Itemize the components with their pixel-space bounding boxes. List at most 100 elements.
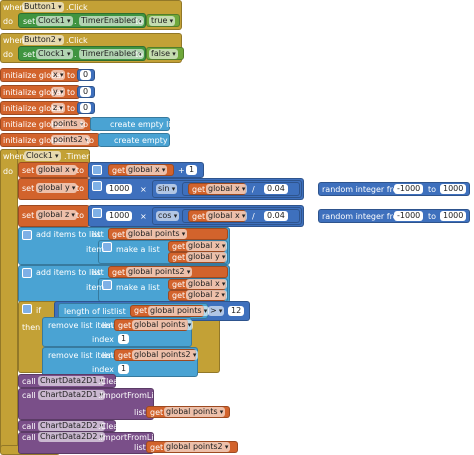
- block-label: call: [22, 377, 36, 386]
- block-label: list: [114, 307, 126, 316]
- block-label: .Click: [66, 36, 88, 45]
- block-label: call: [22, 422, 36, 431]
- block-label: get: [112, 268, 126, 277]
- number-field: 12: [228, 306, 245, 316]
- block-label: call: [22, 433, 36, 442]
- number-field: 0: [80, 70, 92, 80]
- block-label: when: [3, 152, 25, 161]
- block-label: index: [92, 365, 114, 374]
- dropdown-field: TimerEnabled: [79, 16, 144, 26]
- block-label: list: [102, 351, 114, 360]
- block-label: get: [150, 408, 164, 417]
- block-label: to: [135, 50, 144, 59]
- dropdown-field: global points: [126, 229, 188, 239]
- block-label: to: [428, 185, 437, 194]
- block-label: to: [67, 71, 76, 80]
- dropdown-field: global points2: [126, 267, 193, 277]
- dropdown-field: ChartData2D1: [38, 376, 106, 386]
- number-field: 1: [118, 334, 130, 344]
- block-label: create empty list: [110, 120, 178, 129]
- dropdown-field: true: [149, 16, 176, 26]
- block-label: index: [92, 335, 114, 344]
- block-label: when: [3, 36, 25, 45]
- number-field: 0.04: [264, 184, 288, 194]
- block-label: do: [3, 167, 13, 176]
- block-label: .Clear: [98, 377, 122, 386]
- block-label: .ImportFromList: [98, 433, 161, 442]
- block-label: get: [112, 230, 126, 239]
- block-label: do: [3, 50, 13, 59]
- block-label: length of list: [64, 307, 115, 316]
- number-field: 1: [118, 364, 130, 374]
- block-label: to: [76, 184, 85, 193]
- dropdown-field: Clock1: [36, 16, 73, 26]
- block-label: list: [102, 321, 114, 330]
- block-label: to: [86, 136, 95, 145]
- list-block: [90, 117, 170, 131]
- dropdown-field: global y: [186, 252, 228, 262]
- block-label: list: [92, 230, 104, 239]
- dropdown-field: Clock1: [24, 151, 61, 161]
- dropdown-field: sin: [156, 184, 178, 194]
- number-field: 0: [80, 87, 92, 97]
- block-label: .Timer: [64, 152, 90, 161]
- block-label: to: [67, 88, 76, 97]
- block-label: then: [22, 323, 41, 332]
- block-label: item: [86, 245, 105, 254]
- dropdown-field: global x: [206, 211, 248, 221]
- block-label: initialize global: [3, 136, 64, 145]
- block-label: to: [76, 166, 85, 175]
- number-field: 1000: [106, 211, 133, 221]
- block-label: get: [172, 253, 186, 262]
- block-label: .: [74, 17, 77, 26]
- dropdown-field: Button2: [22, 35, 64, 45]
- block-label: list: [134, 443, 146, 452]
- block-label: get: [118, 321, 132, 330]
- block-label: set: [22, 166, 35, 175]
- dropdown-field: false: [149, 49, 178, 59]
- dropdown-field: global points: [148, 306, 210, 316]
- block-label: add items to list: [36, 268, 101, 277]
- block-label: get: [172, 280, 186, 289]
- dropdown-field: global points2: [132, 350, 199, 360]
- block-label: get: [112, 166, 126, 175]
- mutator-icon: [22, 304, 32, 314]
- dropdown-field: x: [51, 70, 66, 80]
- mutator-icon: [92, 208, 102, 218]
- mutator-icon: [92, 165, 102, 175]
- list-block: [98, 133, 170, 147]
- dropdown-field: global x: [186, 279, 228, 289]
- dropdown-field: points2: [51, 135, 91, 145]
- block-label: to: [80, 120, 89, 129]
- block-label: .Click: [66, 3, 88, 12]
- dropdown-field: y: [51, 87, 66, 97]
- number-field: 1: [186, 165, 198, 175]
- block-label: if: [36, 306, 42, 315]
- mutator-icon: [92, 181, 102, 191]
- block-label: item: [86, 283, 105, 292]
- block-label: initialize global: [3, 71, 64, 80]
- block-label: set: [23, 50, 36, 59]
- block-label: remove list item: [48, 351, 114, 360]
- block-label: ×: [140, 185, 147, 194]
- dropdown-field: global x: [186, 241, 228, 251]
- block-label: to: [428, 212, 437, 221]
- mutator-icon: [22, 268, 32, 278]
- block-label: /: [252, 185, 255, 194]
- block-label: get: [134, 306, 148, 315]
- block-label: set: [22, 184, 35, 193]
- dropdown-field: global z: [186, 290, 227, 300]
- number-field: 0: [80, 103, 92, 113]
- block-label: to: [67, 104, 76, 113]
- mutator-icon: [22, 230, 32, 240]
- number-field: 1000: [440, 184, 467, 194]
- block-label: call: [22, 391, 36, 400]
- mutator-icon: [102, 280, 112, 290]
- block-label: list: [92, 268, 104, 277]
- dropdown-field: Clock1: [36, 49, 73, 59]
- block-label: make a list: [116, 283, 160, 292]
- dropdown-field: global y: [36, 183, 78, 193]
- dropdown-field: z: [51, 103, 65, 113]
- block-label: remove list item: [48, 321, 114, 330]
